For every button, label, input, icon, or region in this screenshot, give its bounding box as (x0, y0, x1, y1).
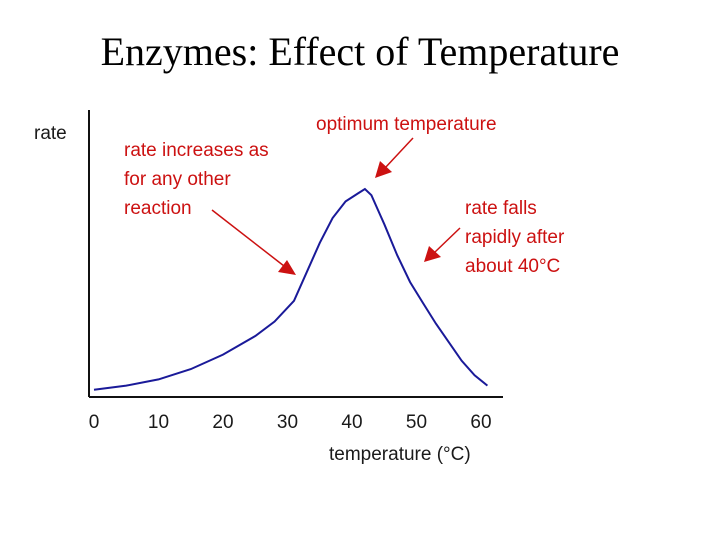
x-tick-label-40: 40 (341, 412, 362, 433)
x-axis-ticks: 0 10 20 30 40 50 60 (89, 412, 492, 433)
x-tick-label-10: 10 (148, 412, 169, 433)
annotation-line: reaction (124, 198, 192, 219)
annotation-line: rapidly after (465, 227, 565, 248)
arrow-rate-increases-icon (211, 209, 296, 275)
arrow-optimum-icon (375, 137, 414, 178)
chart-annotations: optimum temperature rate increases as for… (124, 114, 565, 277)
rate-curve-line (93, 187, 489, 391)
x-tick-label-50: 50 (406, 412, 427, 433)
x-tick-label-30: 30 (277, 412, 298, 433)
slide-title: Enzymes: Effect of Temperature (100, 29, 620, 74)
arrow-rate-falls-icon (424, 227, 461, 262)
annotation-rate-falls: rate falls rapidly after about 40°C (465, 198, 565, 277)
annotation-line: rate increases as (124, 140, 269, 161)
x-axis-label: temperature (°C) (329, 444, 471, 465)
annotation-line: for any other (124, 169, 231, 190)
annotation-line: about 40°C (465, 256, 560, 277)
y-axis-label: rate (34, 123, 67, 144)
chart-axes (88, 110, 503, 398)
x-tick-label-20: 20 (212, 412, 233, 433)
annotation-line: optimum temperature (316, 114, 497, 135)
annotation-optimum-temperature: optimum temperature (316, 114, 497, 135)
annotation-line: rate falls (465, 198, 537, 219)
x-tick-label-60: 60 (470, 412, 491, 433)
annotation-rate-increases: rate increases as for any other reaction (124, 140, 269, 219)
x-tick-label-0: 0 (89, 412, 100, 433)
